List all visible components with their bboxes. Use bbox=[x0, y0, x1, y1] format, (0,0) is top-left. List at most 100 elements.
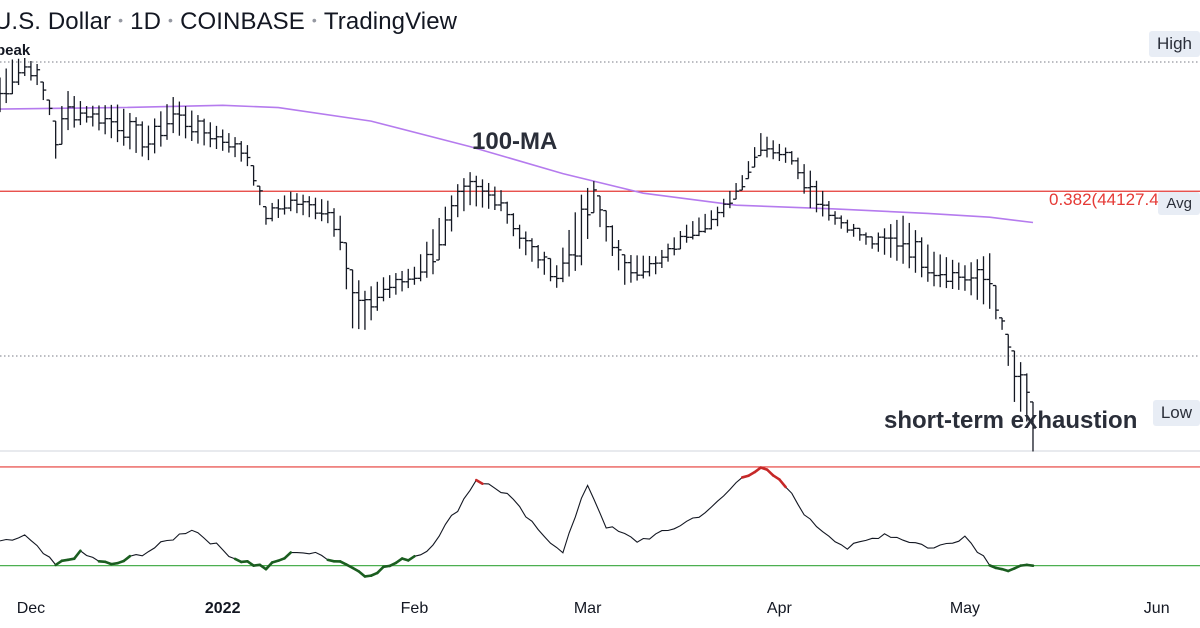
ohlc-bar bbox=[355, 280, 362, 330]
ohlc-bar bbox=[1017, 362, 1024, 412]
ohlc-bar bbox=[213, 125, 220, 150]
ohlc-bar bbox=[454, 184, 461, 218]
ohlc-bar bbox=[547, 257, 554, 282]
ohlc-bar bbox=[813, 180, 820, 213]
ohlc-bar bbox=[652, 256, 659, 275]
ohlc-bar bbox=[399, 270, 406, 292]
ohlc-bar bbox=[324, 200, 331, 224]
ohlc-bar bbox=[937, 254, 944, 288]
ohlc-bar bbox=[374, 281, 381, 311]
ohlc-bar bbox=[955, 262, 962, 290]
ohlc-bar bbox=[522, 231, 529, 256]
ohlc-bar bbox=[881, 228, 888, 255]
ohlc-bar bbox=[794, 157, 801, 180]
rsi-extreme-segment bbox=[72, 549, 82, 561]
ma-series bbox=[0, 104, 1034, 224]
ohlc-bar bbox=[368, 286, 375, 321]
ohlc-bar bbox=[745, 161, 752, 180]
ohlc-bar bbox=[504, 201, 511, 224]
rsi-series bbox=[0, 466, 1035, 578]
rsi-line bbox=[0, 466, 1034, 578]
ohlc-bar bbox=[145, 125, 152, 161]
ohlc-bar bbox=[287, 191, 294, 212]
ohlc-bar bbox=[392, 273, 399, 295]
ohlc-bar bbox=[318, 199, 325, 222]
ohlc-bar bbox=[1011, 350, 1018, 402]
ohlc-bar bbox=[566, 229, 573, 277]
ohlc-bar bbox=[9, 59, 16, 95]
ohlc-bar bbox=[306, 196, 313, 218]
ohlc-bar bbox=[683, 224, 690, 243]
ohlc-bar bbox=[331, 208, 338, 237]
x-tick-label: Feb bbox=[401, 600, 429, 617]
ohlc-bar bbox=[40, 81, 47, 101]
ohlc-bar bbox=[27, 61, 34, 81]
ohlc-bar bbox=[634, 255, 641, 281]
rsi-extreme-segment bbox=[474, 478, 484, 485]
ohlc-bar bbox=[225, 133, 232, 153]
ohlc-bar bbox=[448, 195, 455, 232]
ohlc-bar bbox=[95, 105, 102, 131]
ohlc-bar bbox=[164, 104, 171, 140]
avg-price-tag: Avg bbox=[1158, 192, 1200, 215]
ohlc-bar bbox=[764, 136, 771, 158]
ohlc-bar bbox=[380, 277, 387, 302]
ohlc-bar bbox=[893, 219, 900, 261]
ohlc-bar bbox=[460, 178, 467, 212]
ohlc-bar bbox=[65, 91, 72, 131]
ohlc-bar bbox=[819, 190, 826, 217]
ohlc-bar bbox=[275, 199, 282, 218]
ohlc-bar bbox=[108, 104, 115, 139]
ohlc-bar bbox=[665, 243, 672, 262]
ohlc-bar bbox=[219, 129, 226, 151]
ohlc-bar bbox=[238, 141, 245, 162]
ohlc-bar bbox=[201, 118, 208, 146]
rsi-extreme-segment bbox=[406, 555, 416, 562]
ohlc-bar bbox=[232, 137, 239, 158]
ohlc-bar bbox=[832, 211, 839, 225]
title-exchange: COINBASE bbox=[180, 8, 305, 35]
ohlc-bar bbox=[293, 193, 300, 214]
ohlc-bar bbox=[485, 182, 492, 209]
ohlc-bar bbox=[52, 120, 59, 159]
ohlc-bar bbox=[429, 229, 436, 275]
ohlc-bar bbox=[411, 266, 418, 285]
ohlc-bar bbox=[615, 240, 622, 271]
ohlc-bar bbox=[423, 241, 430, 278]
chart-guides bbox=[0, 61, 1200, 567]
x-tick-label: Apr bbox=[767, 600, 793, 617]
ohlc-bar bbox=[906, 222, 913, 269]
ohlc-bar bbox=[609, 225, 616, 256]
ohlc-bar bbox=[114, 104, 121, 143]
ohlc-bar bbox=[188, 110, 195, 141]
ohlc-bar bbox=[900, 215, 907, 264]
ohlc-bar bbox=[405, 268, 412, 289]
x-tick-label: Jun bbox=[1144, 600, 1170, 617]
ohlc-bar bbox=[887, 224, 894, 258]
ohlc-bar bbox=[89, 105, 96, 127]
rsi-extreme-segment bbox=[264, 561, 274, 571]
ohlc-bar bbox=[726, 190, 733, 209]
ohlc-bar bbox=[337, 215, 344, 251]
ohlc-bar bbox=[708, 210, 715, 230]
ohlc-bar bbox=[720, 198, 727, 218]
ohlc-bar bbox=[182, 106, 189, 139]
ohlc-bar bbox=[244, 145, 251, 167]
ohlc-bar bbox=[646, 255, 653, 277]
ohlc-bar bbox=[856, 227, 863, 241]
ohlc-bar bbox=[739, 175, 746, 191]
ohlc-bar bbox=[349, 269, 356, 329]
ohlc-bar bbox=[133, 117, 140, 153]
ohlc-bar bbox=[386, 275, 393, 299]
ohlc-bar bbox=[559, 247, 566, 283]
ohlc-bar bbox=[578, 194, 585, 266]
ohlc-bar bbox=[875, 232, 882, 252]
ohlc-bar bbox=[621, 254, 628, 285]
ohlc-bar bbox=[151, 118, 158, 154]
ohlc-bar bbox=[838, 215, 845, 229]
x-tick-label: Mar bbox=[574, 600, 602, 617]
ohlc-bar bbox=[343, 242, 350, 290]
ohlc-bar bbox=[640, 255, 647, 279]
ohlc-bar bbox=[757, 133, 764, 157]
ohlc-bar bbox=[572, 212, 579, 271]
